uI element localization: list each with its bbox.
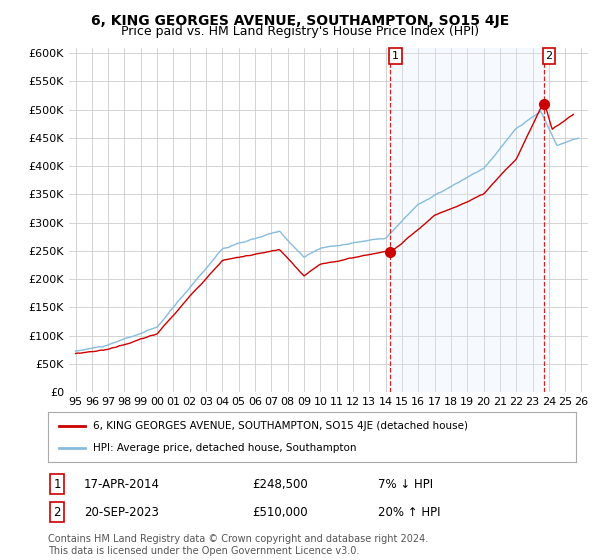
Text: 6, KING GEORGES AVENUE, SOUTHAMPTON, SO15 4JE: 6, KING GEORGES AVENUE, SOUTHAMPTON, SO1… [91,14,509,28]
Text: 2: 2 [545,51,553,61]
Text: HPI: Average price, detached house, Southampton: HPI: Average price, detached house, Sout… [93,443,356,453]
Text: 20% ↑ HPI: 20% ↑ HPI [378,506,440,519]
Text: 2: 2 [53,506,61,519]
Text: £248,500: £248,500 [252,478,308,491]
Text: £510,000: £510,000 [252,506,308,519]
Text: 1: 1 [392,51,399,61]
Text: 6, KING GEORGES AVENUE, SOUTHAMPTON, SO15 4JE (detached house): 6, KING GEORGES AVENUE, SOUTHAMPTON, SO1… [93,421,468,431]
Bar [391,48,544,392]
Text: 7% ↓ HPI: 7% ↓ HPI [378,478,433,491]
Text: 17-APR-2014: 17-APR-2014 [84,478,160,491]
Text: 1: 1 [53,478,61,491]
Text: Contains HM Land Registry data © Crown copyright and database right 2024.
This d: Contains HM Land Registry data © Crown c… [48,534,428,556]
Text: Price paid vs. HM Land Registry's House Price Index (HPI): Price paid vs. HM Land Registry's House … [121,25,479,38]
Text: 20-SEP-2023: 20-SEP-2023 [84,506,159,519]
